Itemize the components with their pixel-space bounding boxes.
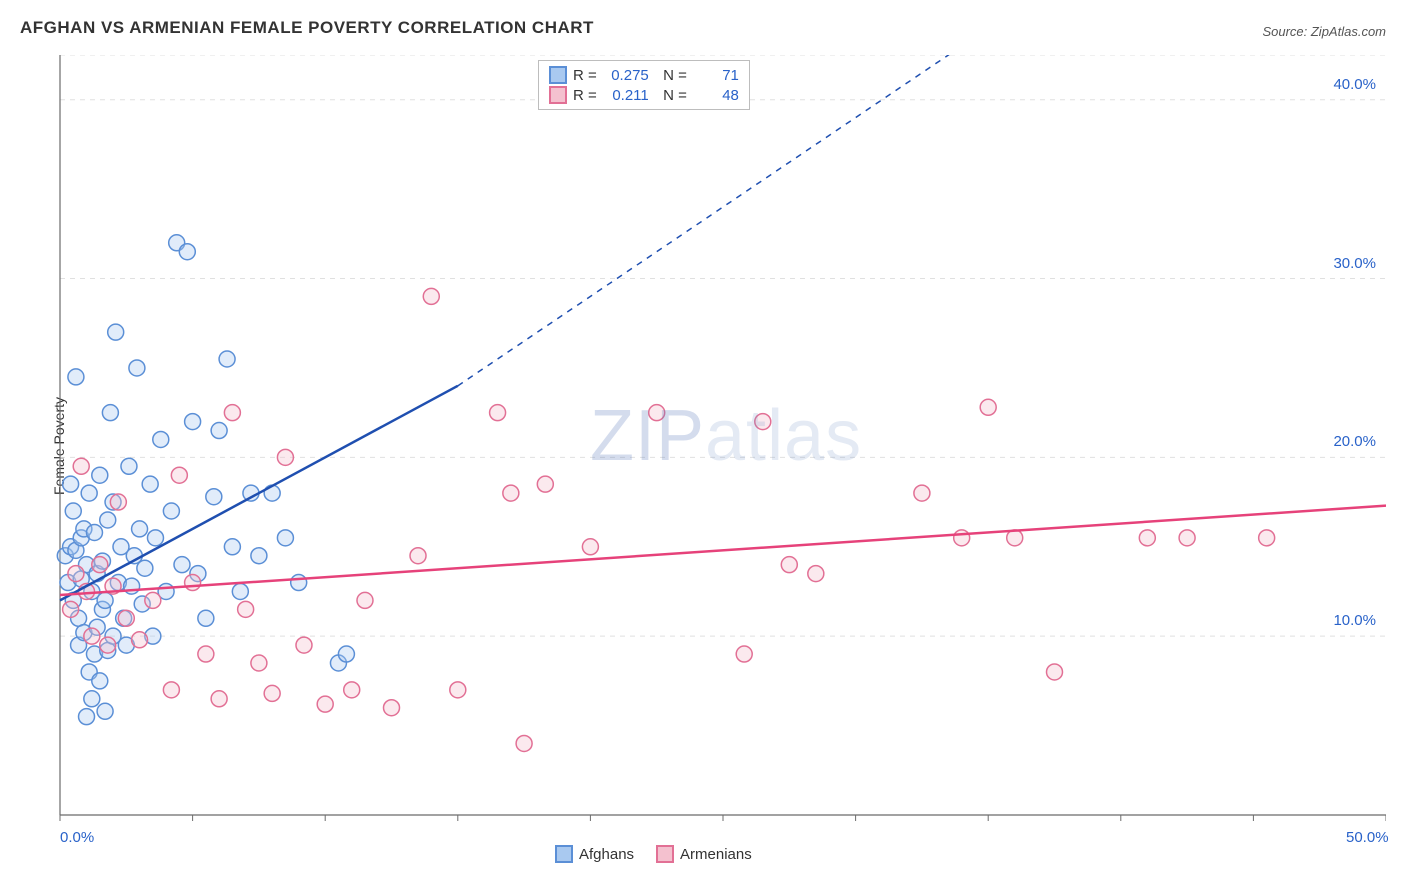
n-label: N =: [655, 67, 687, 84]
series-legend-item: Armenians: [656, 845, 752, 863]
legend-swatch-icon: [656, 845, 674, 863]
x-tick-label: 0.0%: [60, 829, 94, 846]
r-value: 0.211: [603, 87, 649, 104]
chart-title: AFGHAN VS ARMENIAN FEMALE POVERTY CORREL…: [20, 18, 594, 38]
series-legend: Afghans Armenians: [555, 845, 752, 863]
source-label: Source: ZipAtlas.com: [1262, 24, 1386, 39]
chart-area: [50, 55, 1386, 825]
x-tick-label: 50.0%: [1346, 829, 1389, 846]
n-value: 71: [693, 67, 739, 84]
legend-swatch-icon: [555, 845, 573, 863]
r-label: R =: [573, 87, 597, 104]
legend-swatch-icon: [549, 86, 567, 104]
n-label: N =: [655, 87, 687, 104]
series-label: Armenians: [680, 846, 752, 863]
stats-legend: R = 0.275 N = 71 R = 0.211 N = 48: [538, 60, 750, 110]
series-legend-item: Afghans: [555, 845, 634, 863]
legend-swatch-icon: [549, 66, 567, 84]
n-value: 48: [693, 87, 739, 104]
r-value: 0.275: [603, 67, 649, 84]
stats-legend-row: R = 0.275 N = 71: [539, 65, 749, 85]
chart-svg: [50, 55, 1386, 825]
stats-legend-row: R = 0.211 N = 48: [539, 85, 749, 105]
y-tick-label: 40.0%: [1316, 76, 1376, 93]
r-label: R =: [573, 67, 597, 84]
y-tick-label: 10.0%: [1316, 612, 1376, 629]
y-tick-label: 20.0%: [1316, 433, 1376, 450]
series-label: Afghans: [579, 846, 634, 863]
y-tick-label: 30.0%: [1316, 255, 1376, 272]
